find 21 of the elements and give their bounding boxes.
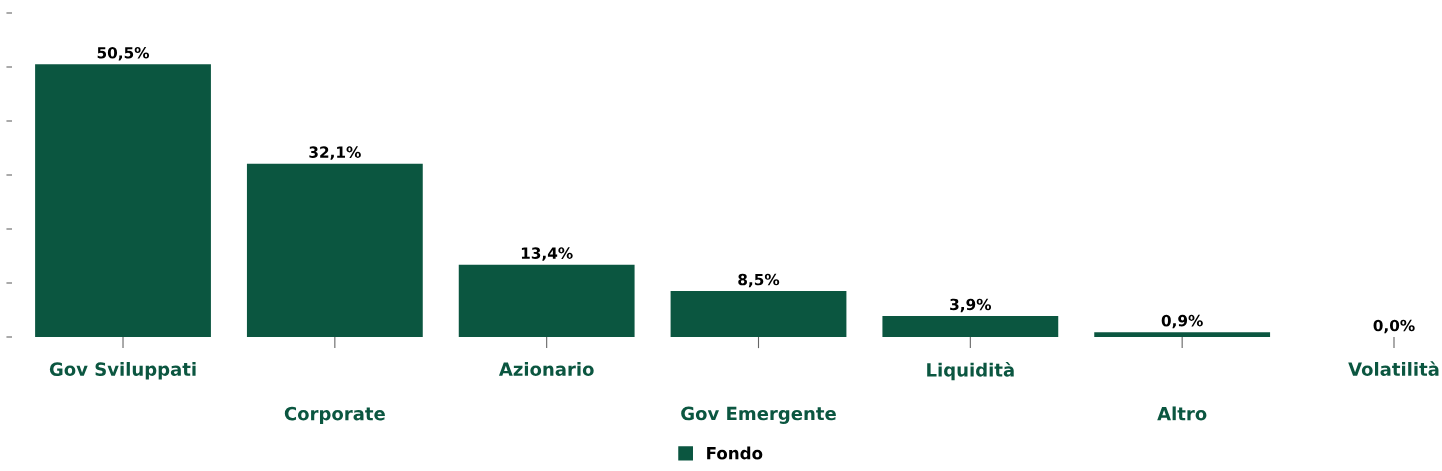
x-tick-label: Volatilità [1348, 361, 1439, 376]
x-tick-label: Gov Emergente [681, 406, 836, 424]
data-label: 0,0% [1373, 319, 1415, 334]
bar [35, 64, 211, 337]
bar [670, 291, 847, 337]
data-label: 32,1% [309, 146, 361, 160]
data-label: 8,5% [738, 273, 780, 288]
x-tick-label: Liquidità [927, 362, 1014, 381]
data-label: 0,9% [1161, 314, 1203, 329]
data-label: 13,4% [521, 247, 573, 261]
x-tick-label: Altro [1157, 406, 1207, 421]
data-label: 50,5% [97, 47, 150, 61]
bar [882, 315, 1059, 337]
legend-label: Fondo [707, 446, 763, 460]
x-tick-label: Azionario [498, 362, 594, 376]
x-tick-label: Corporate [284, 406, 385, 424]
x-tick-label: Gov Sviluppati [49, 362, 196, 380]
data-label: 3,9% [950, 298, 992, 313]
bar [246, 163, 423, 337]
bar [458, 264, 635, 337]
bar [1094, 332, 1271, 337]
